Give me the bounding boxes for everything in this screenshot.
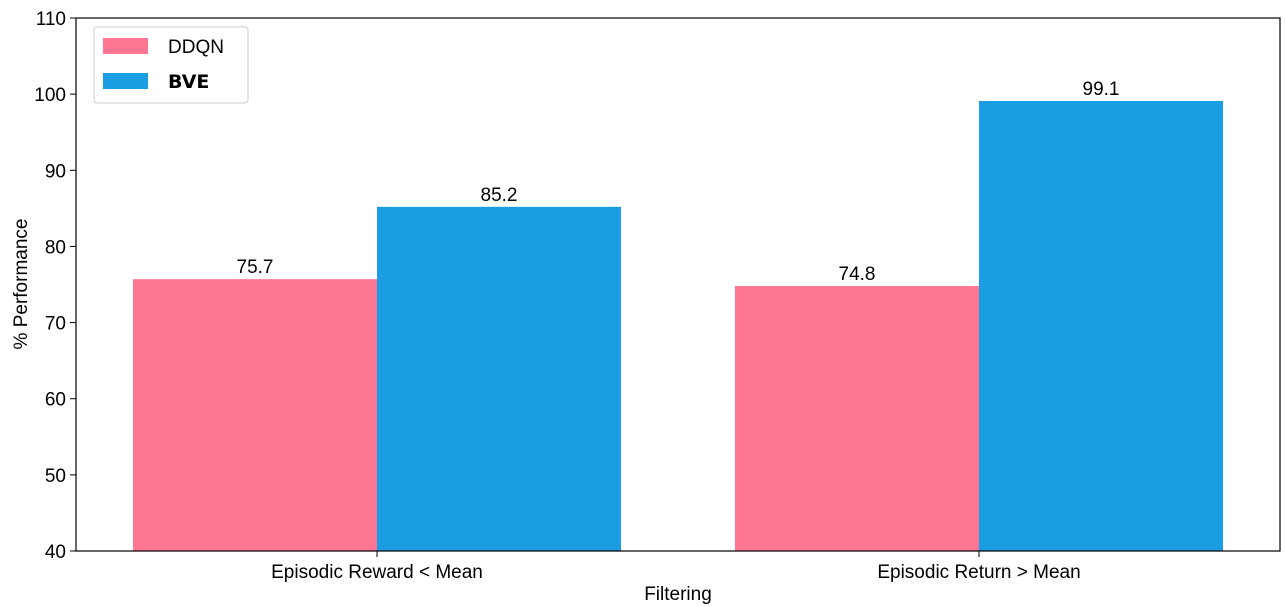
legend-swatch-ddqn <box>103 38 148 54</box>
legend-label-bve: BVE <box>168 71 209 93</box>
value-labels-group: 75.7 85.2 74.8 99.1 <box>237 79 1120 285</box>
y-tick-label: 50 <box>45 466 66 487</box>
y-tick-label: 110 <box>36 9 66 30</box>
x-axis-label: Filtering <box>644 584 712 605</box>
y-tick-label: 40 <box>45 542 66 563</box>
bar-value-label: 99.1 <box>1083 79 1120 100</box>
legend-label-ddqn: DDQN <box>168 37 224 58</box>
y-axis-ticks: 40 50 60 70 80 90 100 110 <box>34 9 76 563</box>
y-tick-label: 90 <box>45 161 66 182</box>
y-tick-label: 100 <box>34 85 66 106</box>
y-axis-label: % Performance <box>11 219 32 350</box>
x-tick-label: Episodic Reward < Mean <box>271 562 483 583</box>
bar-ddqn <box>735 286 979 551</box>
bar-value-label: 74.8 <box>839 264 876 285</box>
bar-value-label: 75.7 <box>237 257 274 278</box>
y-tick-label: 70 <box>45 314 66 335</box>
y-tick-label: 60 <box>45 390 66 411</box>
bar-bve <box>979 100 1223 551</box>
bar-value-label: 85.2 <box>481 185 518 206</box>
bar-ddqn <box>133 279 377 551</box>
x-tick-label: Episodic Return > Mean <box>877 562 1080 583</box>
bars-group <box>133 100 1223 551</box>
legend: DDQN BVE <box>93 26 249 104</box>
legend-swatch-bve <box>103 73 148 89</box>
plot-frame <box>75 17 1281 552</box>
bar-bve <box>377 206 621 551</box>
y-tick-label: 80 <box>45 237 66 258</box>
x-axis-ticks: Episodic Reward < Mean Episodic Return > … <box>271 551 1081 583</box>
